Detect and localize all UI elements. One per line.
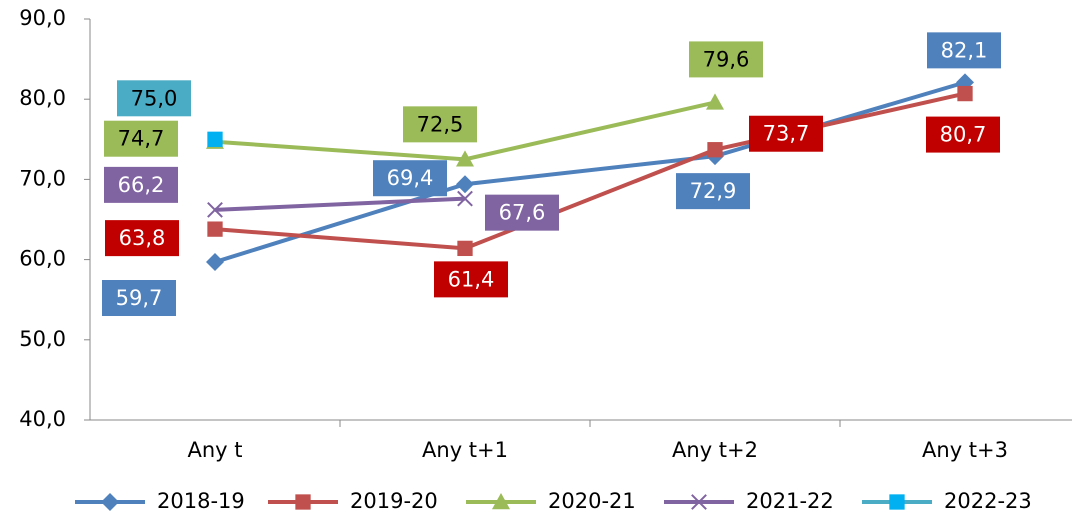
series-line [214, 91, 966, 251]
data-label-box [926, 116, 1000, 153]
data-label: 73,7 [763, 122, 810, 146]
data-label: 66,2 [118, 173, 165, 197]
marker [889, 494, 905, 510]
legend-label: 2022-23 [944, 489, 1032, 513]
x-tick-label: Any t+2 [672, 438, 758, 462]
data-label: 72,5 [417, 112, 464, 136]
marker [207, 131, 223, 147]
data-label-box [105, 220, 179, 257]
data-label-box [749, 115, 823, 152]
legend-label: 2021-22 [746, 489, 834, 513]
marker [707, 142, 723, 158]
data-label: 72,9 [690, 179, 737, 203]
x-tick-label: Any t+1 [422, 438, 508, 462]
data-label: 82,1 [941, 38, 988, 62]
marker [295, 494, 311, 510]
marker [206, 253, 224, 272]
marker [492, 493, 510, 510]
data-label-box [676, 173, 750, 210]
data-label-box [117, 80, 191, 117]
data-label-box [485, 194, 559, 231]
data-label-box [102, 280, 176, 317]
data-label: 59,7 [116, 286, 163, 310]
y-tick-label: 40,0 [19, 407, 66, 431]
data-label: 63,8 [119, 226, 166, 250]
y-tick-label: 50,0 [19, 327, 66, 351]
legend-label: 2019-20 [350, 489, 438, 513]
data-label: 79,6 [703, 47, 750, 71]
data-label: 80,7 [940, 123, 987, 147]
legend-label: 2018-19 [157, 489, 245, 513]
series-line [214, 196, 466, 212]
marker [691, 494, 707, 510]
marker [957, 85, 973, 102]
data-label-box [373, 160, 447, 197]
data-label-box [927, 32, 1001, 69]
y-tick-label: 70,0 [19, 166, 66, 190]
marker [207, 201, 223, 218]
y-tick-label: 80,0 [19, 86, 66, 110]
data-label-box [689, 41, 763, 78]
data-label: 61,4 [448, 267, 495, 291]
series-line [214, 80, 966, 264]
marker [101, 493, 119, 511]
y-tick-label: 60,0 [19, 247, 66, 271]
x-tick-label: Any t [187, 438, 242, 462]
legend-label: 2020-21 [548, 489, 636, 513]
marker [456, 175, 474, 194]
data-label: 75,0 [131, 86, 178, 110]
marker [457, 190, 473, 207]
data-label-box [104, 166, 178, 203]
data-label-box [403, 106, 477, 143]
marker [207, 221, 223, 237]
data-label: 74,7 [118, 127, 165, 151]
marker [457, 240, 473, 257]
data-label-box [434, 261, 508, 298]
marker [456, 150, 474, 167]
x-tick-label: Any t+3 [922, 438, 1008, 462]
data-label: 69,4 [387, 166, 434, 190]
y-tick-label: 90,0 [19, 6, 66, 30]
data-label-box [104, 120, 178, 157]
marker [706, 93, 724, 110]
data-label: 67,6 [499, 201, 546, 225]
